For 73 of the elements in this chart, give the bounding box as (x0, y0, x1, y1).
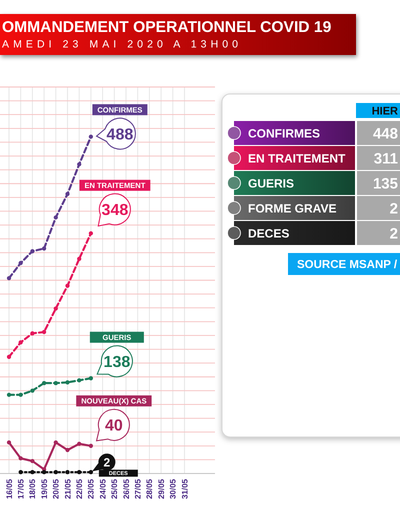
point (30, 249, 34, 254)
point (30, 470, 34, 474)
data-label: 138 (104, 354, 130, 372)
point (30, 331, 34, 336)
point (18, 470, 23, 474)
point (30, 388, 34, 393)
category-label: CONFIRMES (248, 126, 320, 140)
point (77, 378, 82, 382)
chart-title: OMMANDEMENT OPERATIONNEL COVID 19 (2, 19, 332, 36)
point (65, 470, 70, 474)
point (18, 340, 23, 344)
x-tick-label: 16/05 (4, 478, 14, 500)
point (30, 458, 34, 464)
point (18, 260, 23, 266)
point (6, 392, 12, 397)
data-label: 2 (390, 225, 398, 242)
x-tick-label: 28/05 (145, 478, 154, 500)
point (88, 376, 93, 380)
x-tick-label: 26/05 (122, 478, 131, 500)
series-label: HIER (372, 105, 398, 118)
point (54, 306, 58, 311)
point (88, 134, 93, 139)
x-tick-label: 29/05 (156, 478, 166, 500)
point (42, 330, 46, 334)
data-label: 311 (374, 150, 398, 168)
point (77, 442, 82, 446)
point (88, 470, 93, 474)
point (6, 354, 12, 359)
point (42, 380, 46, 386)
data-label: 448 (372, 125, 398, 142)
category-label: DECES (248, 226, 290, 240)
category-label: GUERIS (248, 176, 294, 190)
point (77, 162, 82, 166)
x-tick-label: 23/05 (86, 478, 96, 500)
x-tick-label: 20/05 (52, 478, 61, 500)
point (54, 215, 58, 220)
x-tick-label: 22/05 (75, 478, 84, 500)
chart-subtitle: AMEDI 23 MAI 2020 A 13H00 (2, 38, 238, 50)
point (6, 276, 12, 280)
point (6, 440, 12, 445)
data-label: 488 (106, 126, 134, 144)
point (77, 470, 82, 474)
data-label: 135 (372, 175, 398, 192)
category-label: EN TRAITEMENT (248, 151, 346, 166)
data-label: 348 (102, 202, 128, 220)
x-tick-label: 18/05 (28, 478, 38, 500)
point (65, 192, 70, 196)
data-label: 40 (105, 418, 123, 435)
point (54, 380, 58, 386)
x-tick-label: 24/05 (98, 478, 108, 500)
source-note: SOURCE MSANP / (297, 259, 398, 272)
category-label: FORME GRAVE (248, 201, 336, 216)
point (88, 231, 93, 236)
point (65, 380, 70, 384)
point (42, 470, 46, 474)
data-label: 2 (104, 455, 111, 470)
point (65, 284, 70, 288)
point (88, 444, 93, 448)
x-tick-label: 19/05 (40, 478, 49, 500)
point (42, 246, 46, 251)
point (18, 456, 23, 460)
x-tick-label: 17/05 (16, 478, 26, 500)
point (54, 470, 58, 474)
x-tick-label: 27/05 (134, 478, 142, 500)
point (65, 448, 70, 452)
point (54, 440, 58, 445)
x-tick-label: 25/05 (110, 478, 120, 500)
data-label: 2 (390, 200, 398, 218)
x-tick-label: 30/05 (168, 478, 178, 500)
x-tick-label: 21/05 (63, 478, 72, 500)
point (77, 256, 82, 261)
x-tick-label: 31/05 (180, 478, 190, 500)
point (18, 392, 23, 397)
